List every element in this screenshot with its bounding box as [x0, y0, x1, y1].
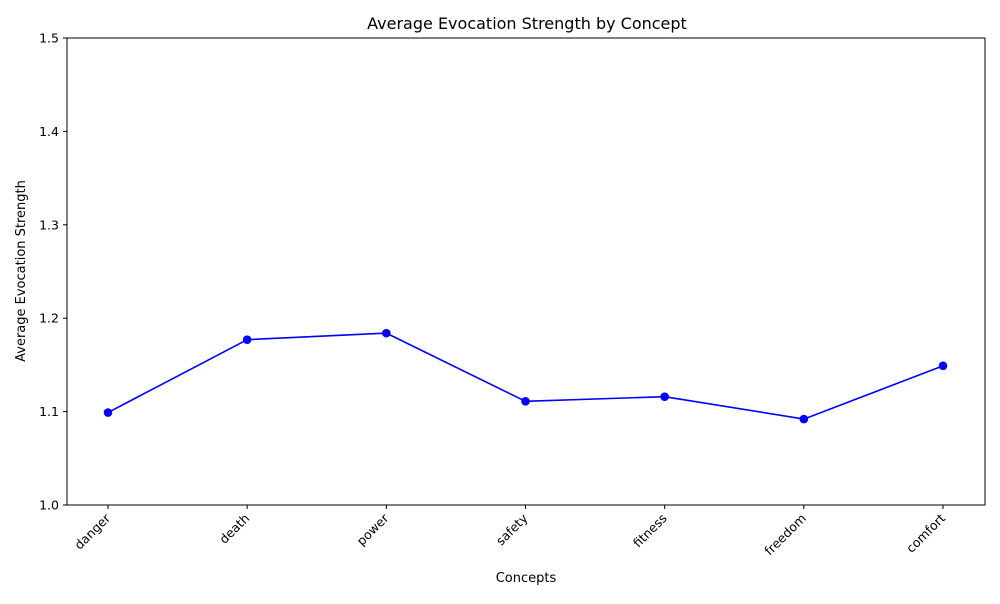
data-point-danger [103, 408, 113, 417]
y-tick-label: 1.2 [39, 311, 59, 326]
chart-title: Average Evocation Strength by Concept [367, 14, 687, 33]
data-point-comfort [938, 361, 948, 371]
x-axis-label: Concepts [496, 571, 557, 586]
data-point-power [382, 328, 391, 338]
y-tick-label: 1.1 [39, 404, 59, 419]
x-tick-label: freedom [761, 511, 809, 559]
data-point-death [242, 335, 252, 344]
x-tick-label: danger [71, 510, 114, 553]
x-tick-label: fitness [630, 511, 670, 551]
plot-frame [66, 37, 986, 506]
x-tick-label: safety [493, 510, 531, 548]
y-tick-label: 1.3 [39, 217, 59, 232]
y-tick-label: 1.0 [39, 498, 59, 513]
series-line [107, 332, 944, 420]
data-point-fitness [660, 392, 669, 401]
x-tick-label: death [216, 511, 252, 547]
x-tick-label: power [354, 510, 393, 549]
y-tick-label: 1.4 [39, 124, 59, 139]
plot-area: 1.0 1.1 1.2 1.3 1.4 1.5 danger death power safety… [39, 31, 986, 559]
data-point-freedom [799, 414, 809, 424]
y-axis-label: Average Evocation Strength [14, 180, 29, 362]
y-tick-label: 1.5 [39, 31, 59, 46]
data-point-safety [521, 397, 530, 406]
x-tick-label: comfort [903, 510, 948, 555]
